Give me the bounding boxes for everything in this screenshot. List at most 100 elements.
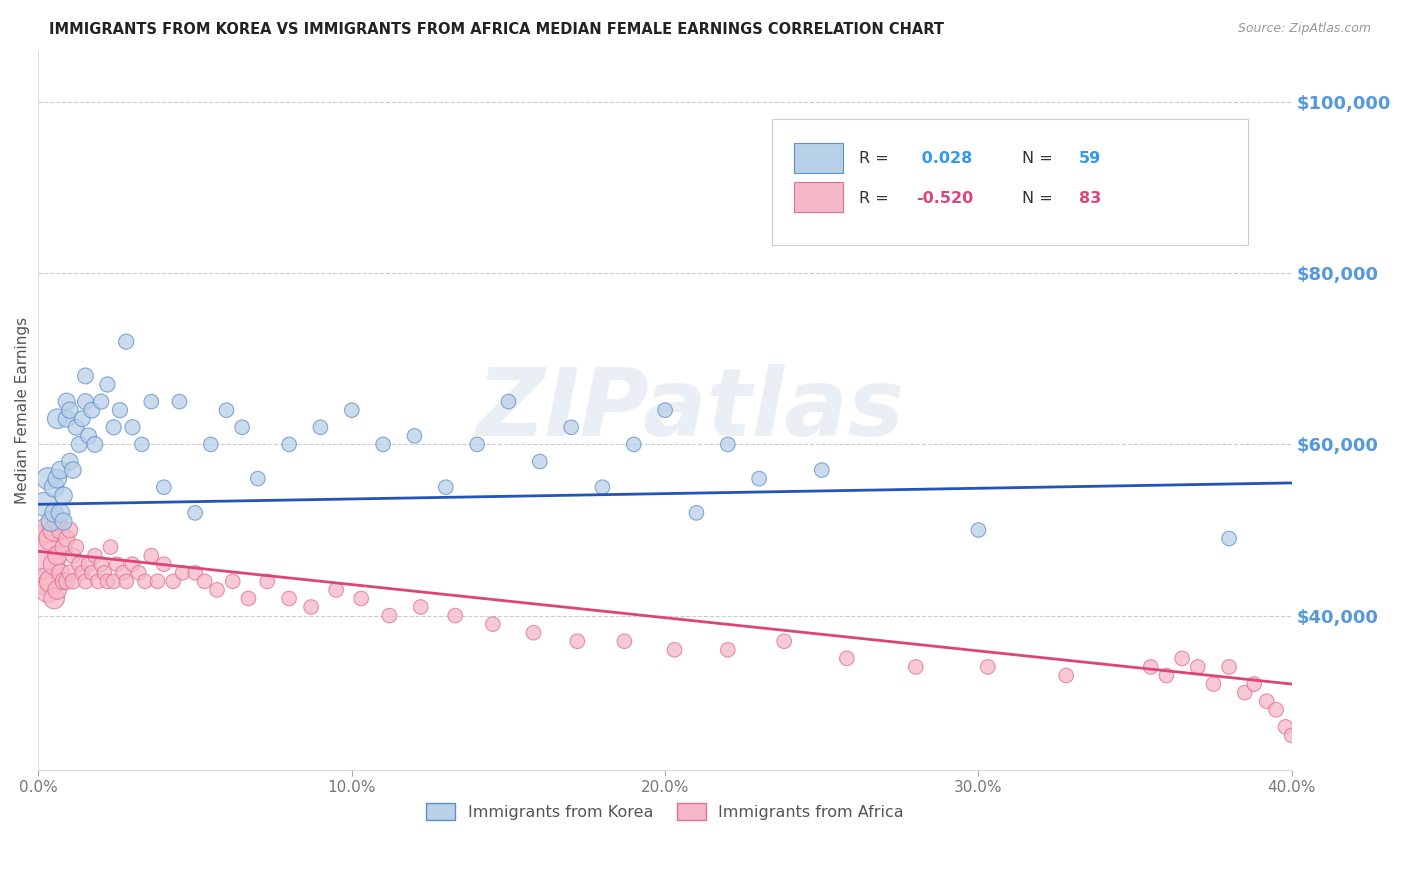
Point [153,480,176,494]
Point [44,591,66,606]
FancyBboxPatch shape [772,119,1249,244]
Point [1256,694,1278,708]
Point [325,582,347,597]
Point [77,429,100,443]
Point [59,523,82,537]
Point [153,558,176,572]
Text: R =: R = [859,191,889,205]
Point [1233,685,1256,699]
Point [498,394,520,409]
Point [39,574,62,589]
Point [1281,728,1303,742]
Point [105,558,128,572]
Point [810,463,832,477]
Y-axis label: Median Female Earnings: Median Female Earnings [15,317,30,504]
Point [278,437,301,451]
Point [62,574,84,589]
Text: IMMIGRANTS FROM KOREA VS IMMIGRANTS FROM AFRICA MEDIAN FEMALE EARNINGS CORRELATI: IMMIGRANTS FROM KOREA VS IMMIGRANTS FROM… [49,22,945,37]
Text: N =: N = [1022,151,1059,166]
Point [75,394,97,409]
Point [340,403,363,417]
Point [238,591,260,606]
Point [529,454,551,468]
Point [80,566,103,580]
Point [256,574,278,589]
Point [654,403,676,417]
Point [52,489,75,503]
Point [46,411,69,425]
Point [34,497,56,511]
Point [371,437,394,451]
Point [717,437,740,451]
Point [141,394,163,409]
Point [67,558,90,572]
Point [231,420,253,434]
Point [90,394,112,409]
Point [717,643,740,657]
Point [309,420,332,434]
Point [72,566,94,580]
Point [131,437,153,451]
Point [65,420,87,434]
Text: ZIPatlas: ZIPatlas [477,364,904,456]
Point [100,540,122,554]
Point [560,420,582,434]
Point [90,558,112,572]
Point [835,651,858,665]
Point [1156,668,1178,682]
Point [46,582,69,597]
Point [278,591,301,606]
Point [1187,660,1209,674]
Point [481,617,503,632]
Point [1139,660,1161,674]
Point [1243,677,1265,691]
Text: Source: ZipAtlas.com: Source: ZipAtlas.com [1237,22,1371,36]
Point [664,643,686,657]
Point [83,437,105,451]
Point [378,608,401,623]
Point [112,566,135,580]
Point [44,506,66,520]
Point [96,574,118,589]
Point [409,600,432,615]
Point [67,437,90,451]
Point [77,558,100,572]
Point [350,591,373,606]
Point [46,515,69,529]
Point [65,540,87,554]
Point [685,506,707,520]
Point [46,472,69,486]
Point [567,634,589,648]
Point [49,506,72,520]
Point [1171,651,1194,665]
Point [108,403,131,417]
Point [115,334,138,349]
Point [52,540,75,554]
Point [62,549,84,563]
Point [1265,703,1288,717]
Point [977,660,1000,674]
Point [873,206,896,220]
Point [522,625,544,640]
Point [39,532,62,546]
Point [193,574,215,589]
Point [434,480,457,494]
Point [184,566,207,580]
Point [55,574,77,589]
Point [205,582,228,597]
Point [121,558,143,572]
Point [215,403,238,417]
Point [59,454,82,468]
Point [103,574,125,589]
Point [59,403,82,417]
Point [128,566,150,580]
Point [96,377,118,392]
Point [49,523,72,537]
Point [115,574,138,589]
Point [44,523,66,537]
Point [465,437,488,451]
Point [404,429,426,443]
FancyBboxPatch shape [794,182,844,212]
Point [169,394,191,409]
Point [55,394,77,409]
